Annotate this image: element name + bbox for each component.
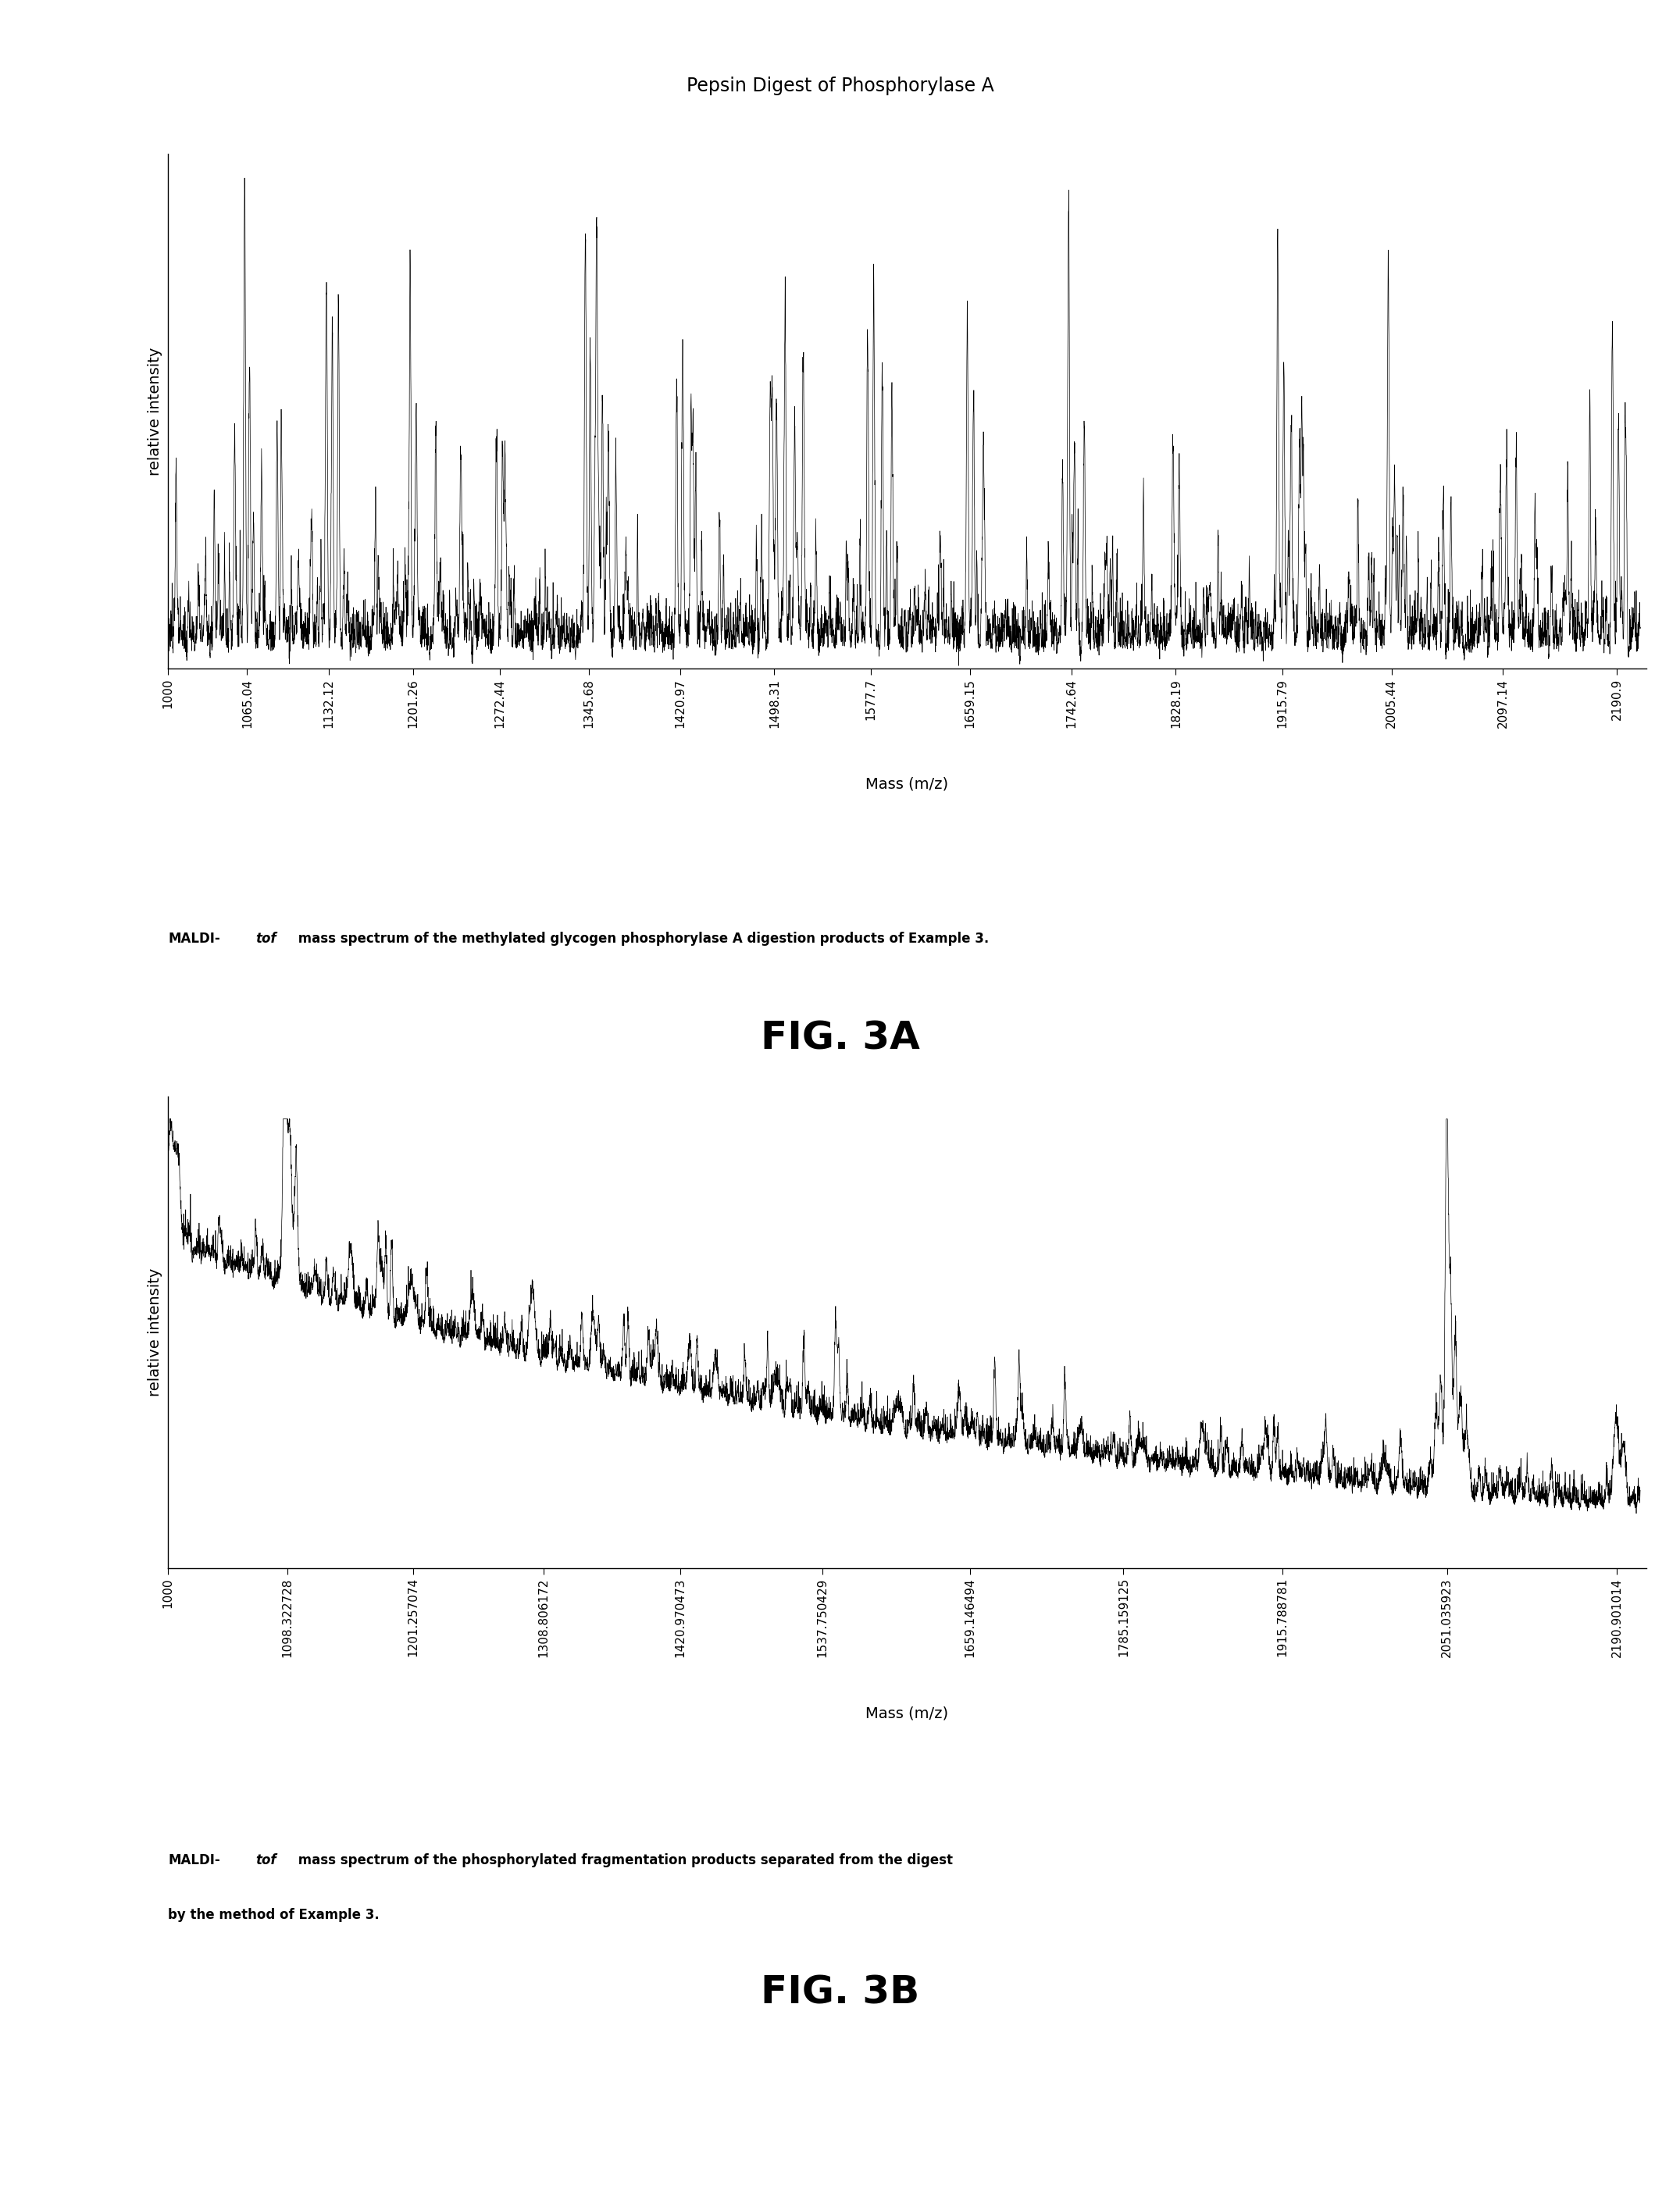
Text: MALDI-: MALDI-	[168, 932, 220, 945]
Text: tof: tof	[255, 932, 276, 945]
Y-axis label: relative intensity: relative intensity	[148, 346, 163, 476]
Text: by the method of Example 3.: by the method of Example 3.	[168, 1908, 380, 1921]
X-axis label: Mass (m/z): Mass (m/z)	[865, 1706, 949, 1722]
Text: Pepsin Digest of Phosphorylase A: Pepsin Digest of Phosphorylase A	[685, 77, 995, 96]
Text: mass spectrum of the phosphorylated fragmentation products separated from the di: mass spectrum of the phosphorylated frag…	[294, 1853, 953, 1866]
Text: FIG. 3A: FIG. 3A	[761, 1020, 919, 1057]
Text: FIG. 3B: FIG. 3B	[761, 1974, 919, 2011]
Text: tof: tof	[255, 1853, 276, 1866]
Text: mass spectrum of the methylated glycogen phosphorylase A digestion products of E: mass spectrum of the methylated glycogen…	[294, 932, 990, 945]
X-axis label: Mass (m/z): Mass (m/z)	[865, 776, 949, 792]
Y-axis label: relative intensity: relative intensity	[148, 1268, 163, 1397]
Text: MALDI-: MALDI-	[168, 1853, 220, 1866]
